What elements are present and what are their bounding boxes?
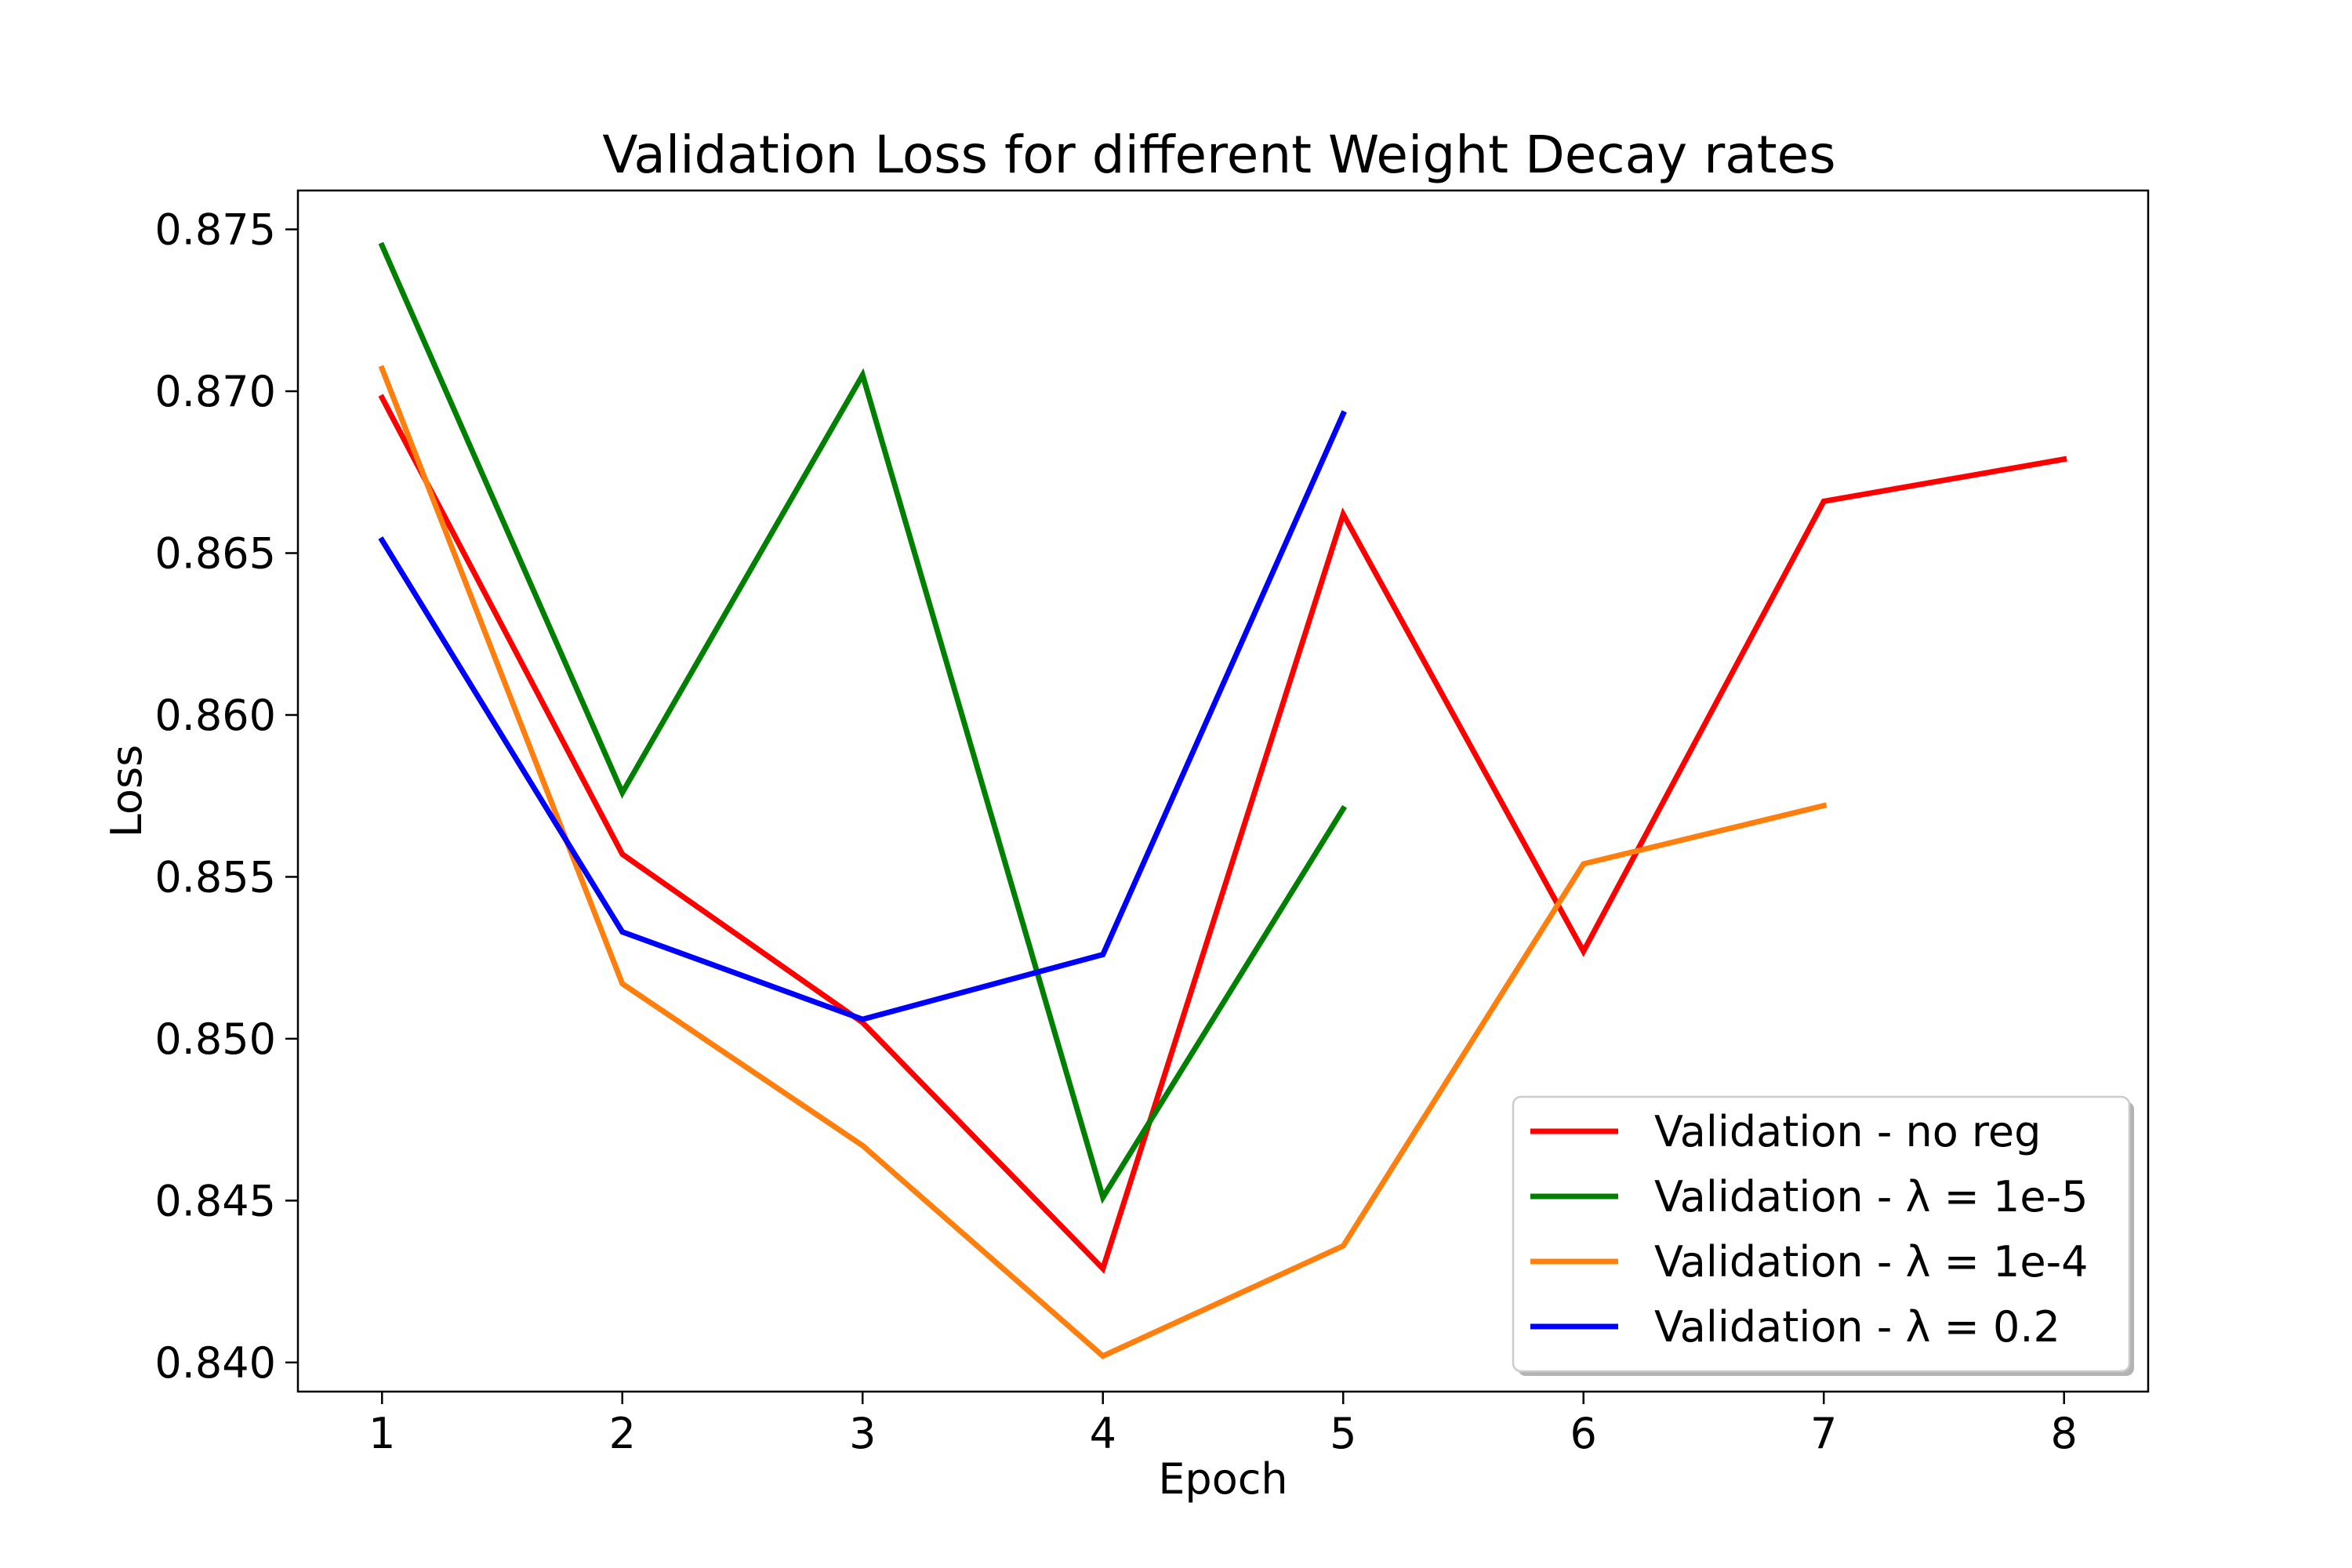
legend-label-2: Validation - λ = 1e-5 <box>1654 1172 2088 1221</box>
legend: Validation - no reg Validation - λ = 1e-5… <box>1512 1095 2134 1376</box>
y-tick-label: 0.840 <box>154 1338 276 1388</box>
y-tick-label: 0.845 <box>154 1176 276 1225</box>
y-tick-label: 0.860 <box>154 691 276 740</box>
series-line-2 <box>378 241 1348 1204</box>
plot-frame <box>296 189 2150 1393</box>
y-tick-label: 0.850 <box>154 1014 276 1064</box>
x-tick-label: 4 <box>1090 1409 1116 1458</box>
y-tick-label: 0.865 <box>154 528 276 578</box>
series-line-1 <box>378 394 2067 1274</box>
legend-box <box>1512 1095 2131 1373</box>
legend-label-3: Validation - λ = 1e-4 <box>1654 1237 2088 1287</box>
x-tick-label: 8 <box>2051 1409 2078 1458</box>
x-tick-label: 7 <box>1810 1409 1837 1458</box>
x-tick-label: 3 <box>849 1409 876 1458</box>
y-axis-label: Loss <box>102 745 151 837</box>
legend-label-1: Validation - no reg <box>1654 1107 2041 1156</box>
y-axis-ticks: 0.840 0.845 0.850 0.855 0.860 0.865 0.870 0.875 <box>154 205 298 1388</box>
series-line-4 <box>378 410 1347 1022</box>
x-tick-label: 2 <box>609 1409 636 1458</box>
legend-label-4: Validation - λ = 0.2 <box>1654 1302 2060 1352</box>
chart-title: Validation Loss for different Weight Dec… <box>602 125 1835 185</box>
x-axis-ticks: 1 2 3 4 5 6 7 8 <box>368 1392 2078 1458</box>
x-tick-label: 6 <box>1570 1409 1597 1458</box>
y-tick-label: 0.855 <box>154 852 276 902</box>
series-lines <box>378 241 2067 1359</box>
x-tick-label: 5 <box>1330 1409 1356 1458</box>
x-axis-label: Epoch <box>1158 1454 1287 1504</box>
x-tick-label: 1 <box>368 1409 395 1458</box>
legend-entries: Validation - no reg Validation - λ = 1e-5… <box>1530 1107 2088 1352</box>
y-tick-label: 0.870 <box>154 367 276 416</box>
y-tick-label: 0.875 <box>154 205 276 255</box>
